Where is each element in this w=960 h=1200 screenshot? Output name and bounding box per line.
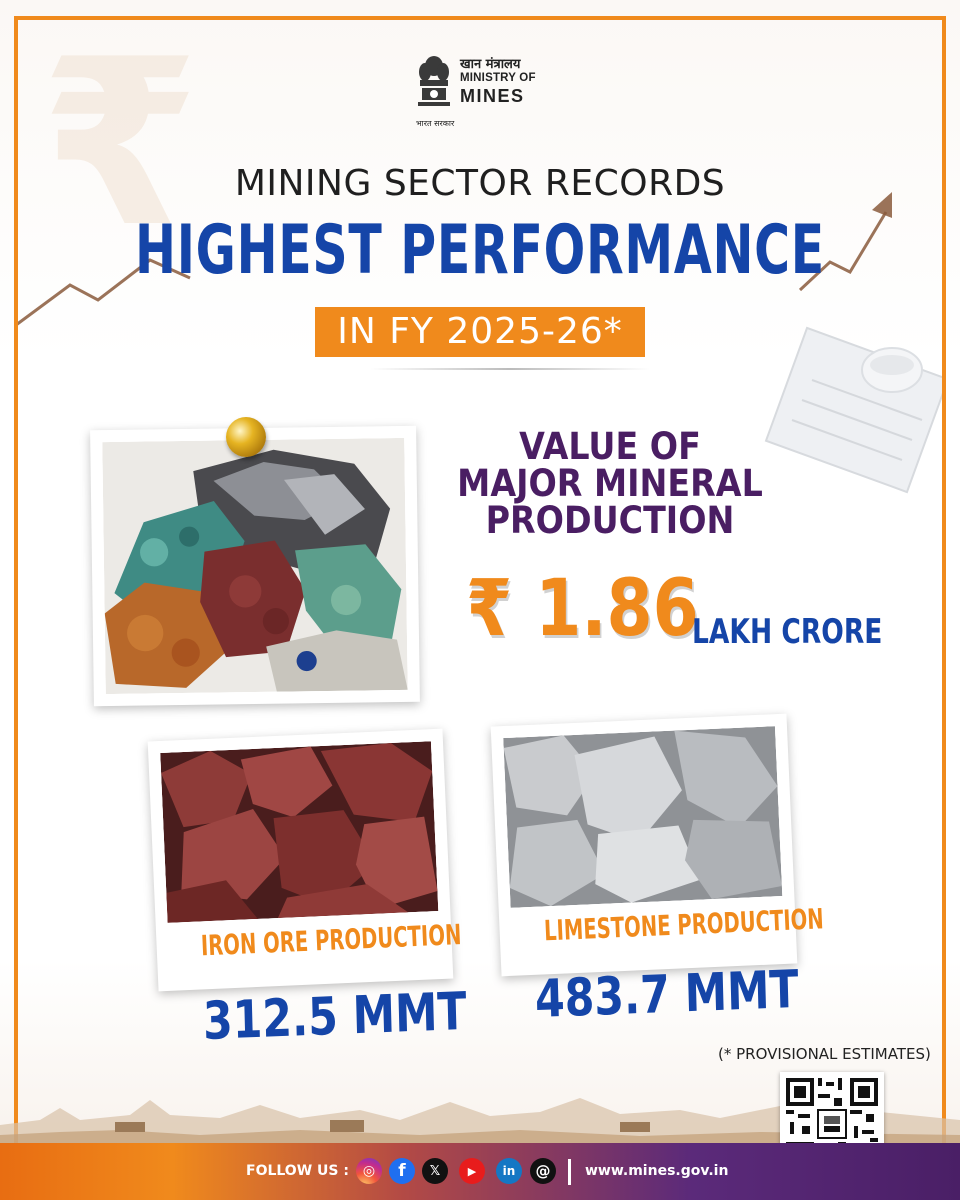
gold-pin-icon [226, 417, 266, 457]
national-emblem-icon [418, 56, 450, 106]
mixed-minerals-photo [102, 437, 408, 695]
logo-hindi-text: खान मंत्रालय [460, 57, 521, 72]
logo-ministry-text: MINISTRY OF [460, 72, 536, 84]
divider [370, 368, 650, 370]
instagram-icon[interactable]: ◎ [356, 1158, 382, 1184]
iron-ore-value: 312.5 MMT [202, 981, 468, 1052]
value-amount: ₹ 1.86 [466, 564, 699, 654]
fiscal-year-badge: IN FY 2025-26* [315, 307, 645, 357]
follow-us-label: FOLLOW US : [246, 1163, 349, 1179]
value-label-line1: VALUE OF [519, 425, 701, 468]
headline-subtitle: MINING SECTOR RECORDS [234, 163, 726, 204]
provisional-footnote: (* PROVISIONAL ESTIMATES) [718, 1045, 931, 1063]
x-icon[interactable]: 𝕏 [422, 1158, 448, 1184]
iron-ore-photo [160, 741, 439, 923]
value-label-line2: MAJOR MINERAL [457, 462, 763, 505]
value-label: VALUE OF MAJOR MINERAL PRODUCTION [439, 428, 781, 539]
fiscal-year-text: IN FY 2025-26* [337, 311, 623, 352]
iron-ore-caption: IRON ORE PRODUCTION [200, 918, 463, 963]
value-unit: LAKH CRORE [692, 612, 883, 652]
limestone-caption: LIMESTONE PRODUCTION [543, 902, 825, 948]
youtube-icon[interactable]: ▶ [459, 1158, 485, 1184]
logo-mines-text: MINES [460, 86, 525, 106]
limestone-photo-card: LIMESTONE PRODUCTION [490, 713, 825, 977]
limestone-photo [503, 726, 783, 908]
footer-separator [568, 1159, 571, 1185]
website-link[interactable]: www.mines.gov.in [585, 1163, 729, 1179]
mixed-minerals-photo-card [90, 425, 420, 707]
desk-illustration [764, 326, 942, 494]
ministry-logo: खान मंत्रालय MINISTRY OF MINES भारत सरका… [414, 50, 554, 128]
headline-title: HIGHEST PERFORMANCE [135, 211, 825, 290]
iron-ore-photo-card: IRON ORE PRODUCTION [147, 728, 463, 992]
footer-bar: FOLLOW US : ◎ f 𝕏 ▶ in @ www.mines.gov.i… [0, 1143, 960, 1200]
logo-govt-text: भारत सरकार [416, 119, 455, 128]
limestone-value: 483.7 MMT [534, 959, 800, 1030]
threads-icon[interactable]: @ [530, 1158, 556, 1184]
value-label-line3: PRODUCTION [485, 499, 735, 542]
orange-frame [14, 16, 946, 1144]
linkedin-icon[interactable]: in [496, 1158, 522, 1184]
facebook-icon[interactable]: f [389, 1158, 415, 1184]
trend-arrow-graphic [15, 192, 892, 327]
rupee-watermark: ₹ [40, 11, 201, 278]
